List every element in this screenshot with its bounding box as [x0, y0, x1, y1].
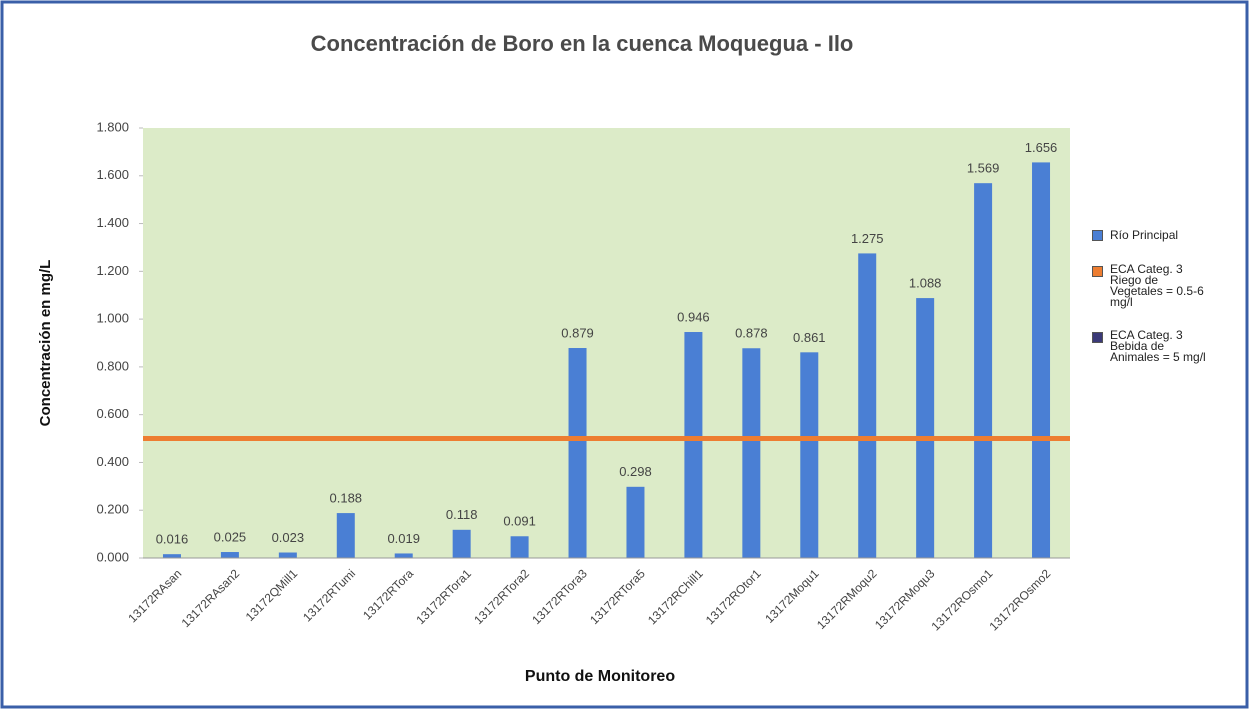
data-label: 0.025: [214, 529, 247, 544]
bar: [858, 253, 877, 558]
data-label: 0.023: [272, 530, 305, 545]
bar: [684, 332, 703, 558]
bar: [394, 553, 413, 558]
data-label: 0.188: [330, 491, 363, 506]
y-tick-label: 1.400: [96, 215, 129, 230]
bar: [568, 348, 587, 558]
bar: [336, 513, 355, 558]
chart-title: Concentración de Boro en la cuenca Moque…: [311, 31, 854, 56]
plot-area: [143, 128, 1070, 558]
y-axis-label: Concentración en mg/L: [37, 260, 54, 427]
y-tick-label: 0.600: [96, 406, 129, 421]
legend-item: ECA Categ. 3 Riego de Vegetales = 0.5-6 …: [1092, 262, 1242, 309]
data-label: 1.275: [851, 231, 884, 246]
data-label: 0.879: [561, 325, 594, 340]
bar: [510, 536, 529, 558]
data-label: 0.298: [619, 464, 652, 479]
y-tick-label: 0.400: [96, 454, 129, 469]
bar: [626, 486, 645, 558]
bar: [974, 183, 993, 558]
bar: [742, 348, 761, 558]
legend-swatch: [1092, 332, 1103, 343]
bar: [1032, 162, 1051, 558]
data-label: 1.088: [909, 276, 942, 291]
legend-swatch: [1092, 266, 1103, 277]
bar: [162, 554, 181, 558]
bar: [452, 529, 471, 558]
legend-label: Río Principal: [1110, 228, 1179, 242]
x-axis-label: Punto de Monitoreo: [525, 668, 675, 685]
data-label: 0.946: [677, 309, 710, 324]
legend: Río Principal ECA Categ. 3 Riego de Veget…: [1092, 228, 1242, 385]
legend-item: Río Principal: [1092, 228, 1242, 242]
data-label: 1.656: [1025, 140, 1058, 155]
y-tick-label: 1.800: [96, 119, 129, 134]
legend-item: ECA Categ. 3 Bebida de Animales = 5 mg/l: [1092, 328, 1242, 364]
y-tick-label: 0.200: [96, 502, 129, 517]
y-tick-label: 1.000: [96, 311, 129, 326]
y-tick-label: 1.600: [96, 167, 129, 182]
bar: [800, 352, 819, 558]
legend-label: ECA Categ. 3 Riego de Vegetales = 0.5-6 …: [1110, 262, 1204, 309]
data-label: 0.878: [735, 326, 768, 341]
legend-swatch: [1092, 230, 1103, 241]
legend-label: ECA Categ. 3 Bebida de Animales = 5 mg/l: [1110, 328, 1206, 364]
bar: [278, 552, 297, 558]
data-label: 1.569: [967, 161, 1000, 176]
y-tick-label: 0.800: [96, 358, 129, 373]
data-label: 0.091: [503, 514, 536, 529]
y-tick-label: 1.200: [96, 263, 129, 278]
bar: [916, 298, 935, 558]
bar: [220, 552, 239, 558]
y-tick-label: 0.000: [96, 549, 129, 564]
data-label: 0.016: [156, 532, 189, 547]
data-label: 0.861: [793, 330, 826, 345]
data-label: 0.019: [387, 531, 420, 546]
data-label: 0.118: [446, 507, 478, 522]
